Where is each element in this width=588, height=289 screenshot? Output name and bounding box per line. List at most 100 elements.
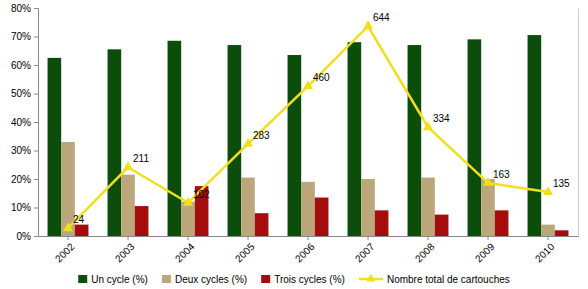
legend-swatch bbox=[78, 275, 87, 283]
data-label: 135 bbox=[553, 178, 570, 189]
y-tick-label: 50% bbox=[11, 88, 31, 99]
x-tick-label: 2007 bbox=[353, 241, 377, 265]
y-tick: 60% bbox=[11, 60, 38, 71]
x-tick-label: 2005 bbox=[233, 241, 257, 265]
data-label: 102 bbox=[193, 189, 210, 200]
marker bbox=[543, 186, 553, 195]
y-tick-mark bbox=[34, 208, 38, 209]
y-tick-label: 80% bbox=[11, 3, 31, 14]
x-tick-mark bbox=[428, 236, 429, 240]
data-label: 334 bbox=[433, 113, 450, 124]
x-tick: 2005 bbox=[233, 236, 257, 264]
x-tick: 2010 bbox=[533, 236, 557, 264]
y-tick-mark bbox=[34, 179, 38, 180]
y-axis-line bbox=[34, 9, 39, 237]
y-tick: 20% bbox=[11, 174, 38, 185]
data-label: 24 bbox=[73, 214, 85, 225]
y-tick-label: 30% bbox=[11, 145, 31, 156]
marker bbox=[363, 20, 373, 29]
bar bbox=[421, 178, 435, 236]
x-axis: 2002 2003 2004 2005 2006 2007 2008 2009 2010 bbox=[39, 236, 579, 264]
data-label: 460 bbox=[313, 72, 330, 83]
bar bbox=[241, 178, 255, 236]
data-labels: 24211102283460644334163135 bbox=[73, 12, 570, 225]
legend-swatch bbox=[261, 275, 270, 283]
legend-marker bbox=[366, 274, 375, 282]
x-tick-mark bbox=[308, 236, 309, 240]
y-tick-label: 20% bbox=[11, 174, 31, 185]
bar-series bbox=[75, 186, 569, 236]
y-tick: 40% bbox=[11, 117, 38, 128]
x-tick: 2007 bbox=[353, 236, 377, 264]
x-tick-mark bbox=[128, 236, 129, 240]
x-tick-mark bbox=[548, 236, 549, 240]
legend-label: Deux cycles (%) bbox=[175, 274, 247, 285]
x-tick-mark bbox=[68, 236, 69, 240]
x-tick-mark bbox=[488, 236, 489, 240]
bar bbox=[181, 202, 195, 236]
bar bbox=[315, 198, 329, 236]
x-tick-mark bbox=[248, 236, 249, 240]
y-tick-mark bbox=[34, 37, 38, 38]
line bbox=[68, 26, 548, 228]
marker bbox=[123, 161, 133, 170]
bar bbox=[375, 210, 389, 236]
legend: Un cycle (%)Deux cycles (%)Trois cycles … bbox=[78, 274, 510, 285]
bar bbox=[348, 42, 362, 236]
x-tick: 2009 bbox=[473, 236, 497, 264]
marker bbox=[483, 177, 493, 186]
marks bbox=[48, 20, 569, 236]
data-label: 211 bbox=[133, 153, 149, 164]
bar bbox=[528, 35, 542, 236]
x-tick-label: 2002 bbox=[53, 241, 77, 265]
x-tick: 2008 bbox=[413, 236, 437, 264]
data-label: 283 bbox=[253, 130, 270, 141]
bar bbox=[168, 41, 182, 236]
bar-series bbox=[48, 35, 542, 236]
bar bbox=[301, 182, 315, 236]
bar bbox=[228, 45, 242, 236]
y-tick: 50% bbox=[11, 88, 38, 99]
legend-item: Deux cycles (%) bbox=[162, 274, 247, 285]
bar bbox=[435, 215, 449, 236]
marker bbox=[63, 222, 73, 231]
bar bbox=[255, 213, 269, 236]
x-tick: 2006 bbox=[293, 236, 317, 264]
legend-label: Trois cycles (%) bbox=[274, 274, 345, 285]
marker bbox=[303, 80, 313, 89]
x-tick-label: 2008 bbox=[413, 241, 437, 265]
bar bbox=[288, 55, 302, 236]
bar bbox=[75, 225, 89, 236]
y-tick: 70% bbox=[11, 31, 38, 42]
x-tick-label: 2009 bbox=[473, 241, 497, 265]
y-tick-label: 10% bbox=[11, 202, 31, 213]
x-tick-mark bbox=[188, 236, 189, 240]
legend-item: Nombre total de cartouches bbox=[359, 274, 510, 285]
x-tick-label: 2003 bbox=[113, 241, 137, 265]
bar bbox=[408, 45, 422, 236]
x-tick-label: 2006 bbox=[293, 241, 317, 265]
bar bbox=[48, 58, 62, 236]
legend-swatch bbox=[162, 275, 171, 283]
y-tick-mark bbox=[34, 8, 38, 9]
marker bbox=[423, 121, 433, 130]
bar bbox=[361, 179, 375, 236]
chart: 0%10%20%30%40%50%60%70%80%20022003200420… bbox=[0, 0, 588, 289]
y2-axis-line bbox=[578, 9, 579, 237]
bar bbox=[495, 210, 509, 236]
x-tick-label: 2004 bbox=[173, 241, 197, 265]
bar bbox=[468, 39, 482, 236]
y-tick: 10% bbox=[11, 202, 38, 213]
bar bbox=[121, 175, 135, 236]
bar bbox=[108, 49, 122, 236]
y-tick-label: 0% bbox=[17, 231, 32, 242]
x-tick-label: 2010 bbox=[533, 241, 557, 265]
bar-series bbox=[61, 142, 555, 236]
y-tick: 0% bbox=[17, 231, 38, 242]
bar bbox=[541, 225, 555, 236]
data-label: 644 bbox=[373, 12, 390, 23]
y-tick-mark bbox=[34, 94, 38, 95]
x-tick: 2003 bbox=[113, 236, 137, 264]
y-tick-label: 60% bbox=[11, 60, 31, 71]
y-tick-mark bbox=[34, 236, 38, 237]
